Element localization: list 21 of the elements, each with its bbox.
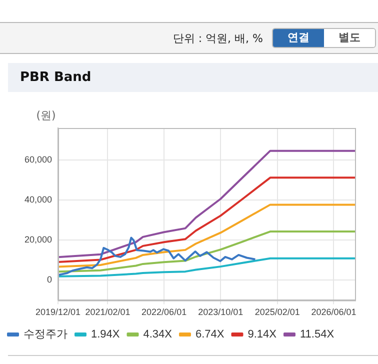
text: 연결 <box>273 29 324 47</box>
legend-label: 9.14X <box>248 328 278 341</box>
x-tick-label: 2026/06/01 <box>311 307 356 318</box>
x-tick-label: 2021/02/01 <box>85 307 130 318</box>
y-tick-label: 20,000 <box>24 234 52 245</box>
legend-label: 4.34X <box>143 328 173 341</box>
y-tick-label: 60,000 <box>24 154 52 165</box>
y-axis-title: (원) <box>36 108 56 122</box>
x-tick-label: 2023/10/01 <box>198 307 244 318</box>
x-tick-label: 2019/12/01 <box>35 307 81 318</box>
legend-label: 1.94X <box>91 328 120 341</box>
legend-label: 11.54X <box>300 328 335 341</box>
y-tick-label: 0 <box>46 274 52 285</box>
x-tick-label: 2022/06/01 <box>142 307 187 318</box>
text: 별도 <box>324 29 375 47</box>
x-tick-label: 2025/02/01 <box>254 307 300 318</box>
legend-label: 수정주가 <box>24 328 68 341</box>
legend-label: 6.74X <box>195 328 225 341</box>
y-tick-label: 40,000 <box>24 194 52 205</box>
chart-title: PBR Band <box>20 70 92 85</box>
text: 단위 : 억원, 배, % <box>172 31 263 46</box>
